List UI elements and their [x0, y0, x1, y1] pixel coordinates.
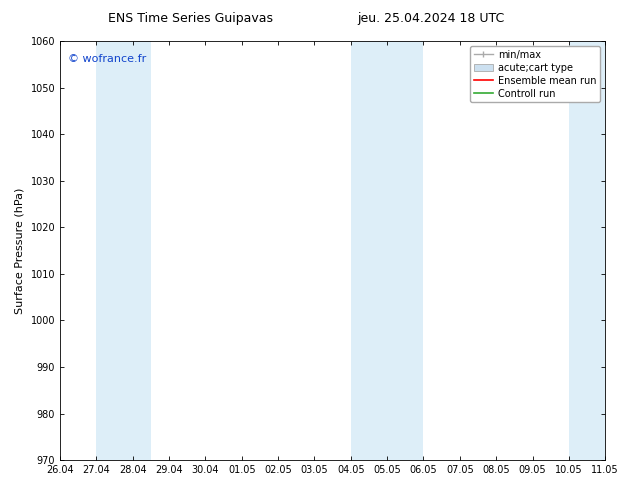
Bar: [351, 41, 424, 460]
Bar: [96, 41, 151, 460]
Bar: [569, 41, 605, 460]
Y-axis label: Surface Pressure (hPa): Surface Pressure (hPa): [15, 187, 25, 314]
Text: jeu. 25.04.2024 18 UTC: jeu. 25.04.2024 18 UTC: [358, 12, 505, 25]
Text: ENS Time Series Guipavas: ENS Time Series Guipavas: [108, 12, 273, 25]
Legend: min/max, acute;cart type, Ensemble mean run, Controll run: min/max, acute;cart type, Ensemble mean …: [470, 46, 600, 102]
Text: © wofrance.fr: © wofrance.fr: [68, 53, 146, 64]
